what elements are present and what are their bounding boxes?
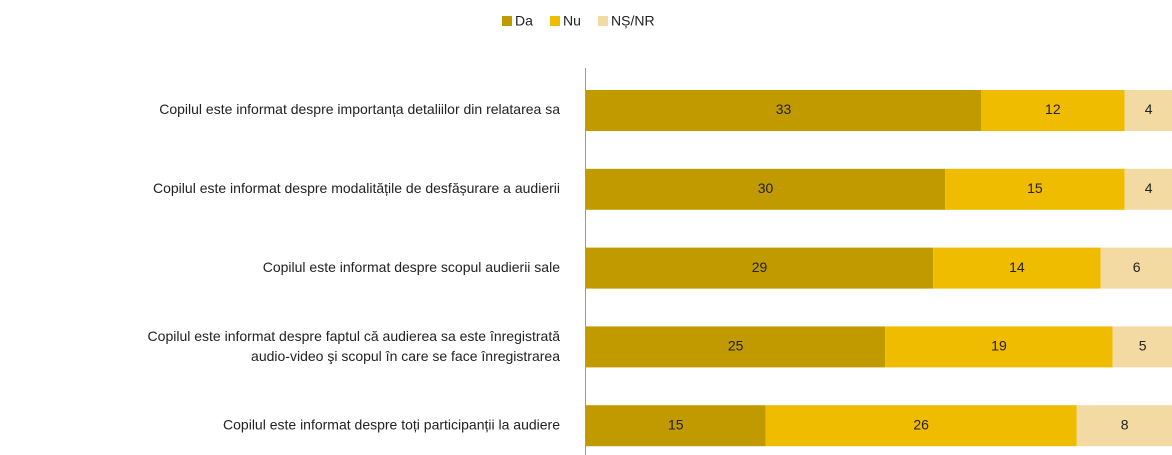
category-label: Copilul este informat despre scopul audi… — [263, 259, 560, 275]
category-label: Copilul este informat despre modalitățil… — [153, 180, 560, 196]
bar-segment — [885, 326, 1113, 368]
data-label: 4 — [1145, 180, 1153, 196]
data-label: 8 — [1121, 416, 1129, 432]
bar-segment — [586, 90, 982, 131]
legend-label: Nu — [563, 13, 581, 29]
bar-segment — [1076, 405, 1172, 447]
legend-swatch — [550, 16, 560, 26]
bar-segment — [586, 168, 946, 210]
data-label: 12 — [1045, 101, 1061, 117]
data-label: 33 — [776, 101, 792, 117]
bar-segment — [1112, 326, 1172, 368]
bar-segment — [933, 247, 1101, 289]
data-label: 29 — [752, 259, 768, 275]
data-label: 4 — [1145, 101, 1153, 117]
data-label: 15 — [1027, 180, 1043, 196]
data-label: 30 — [758, 180, 774, 196]
legend-swatch — [598, 16, 608, 26]
data-label: 15 — [668, 416, 684, 432]
category-label: Copilul este informat despre toți partic… — [223, 416, 560, 432]
data-label: 5 — [1139, 338, 1147, 354]
bar-segment — [586, 405, 766, 447]
legend-label: NȘ/NR — [611, 13, 655, 29]
legend: Da Nu NȘ/NR — [502, 13, 655, 29]
data-label: 26 — [913, 416, 929, 432]
bar-segment — [981, 90, 1125, 131]
bar-segment — [586, 326, 886, 368]
data-label: 6 — [1133, 259, 1141, 275]
bar-segment — [1100, 247, 1172, 289]
bar-segment — [765, 405, 1077, 447]
bar-segment — [945, 168, 1125, 210]
bar-segment — [586, 247, 934, 289]
category-label: Copilul este informat despre faptul că a… — [148, 328, 561, 364]
data-label: 14 — [1009, 259, 1025, 275]
legend-swatch — [502, 16, 512, 26]
data-label: 19 — [991, 338, 1007, 354]
category-label: Copilul este informat despre importanța … — [159, 101, 560, 117]
legend-label: Da — [515, 13, 533, 29]
bar-segment — [1124, 168, 1172, 210]
data-label: 25 — [728, 338, 744, 354]
bar-segment — [1124, 90, 1172, 131]
